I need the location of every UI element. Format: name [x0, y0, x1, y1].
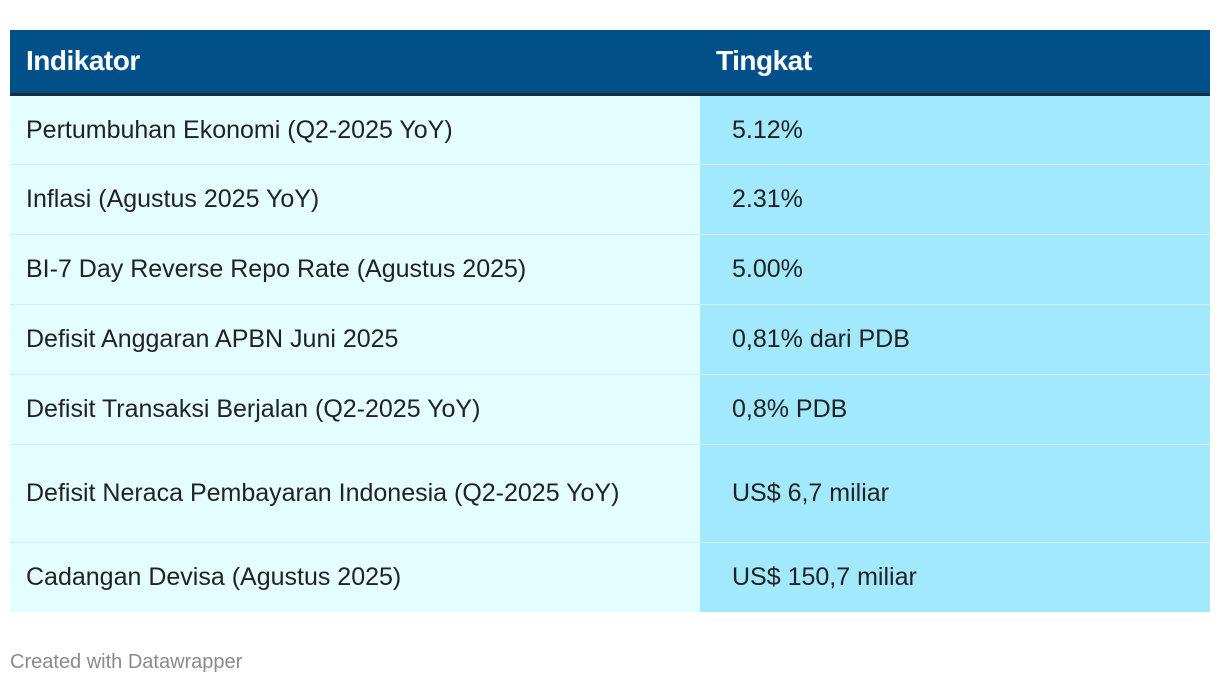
tingkat-cell: 0,81% dari PDB	[700, 304, 1210, 375]
data-table: Indikator Tingkat Pertumbuhan Ekonomi (Q…	[10, 30, 1210, 612]
table-row: BI-7 Day Reverse Repo Rate (Agustus 2025…	[10, 234, 1210, 305]
table-row: Defisit Anggaran APBN Juni 2025 0,81% da…	[10, 304, 1210, 375]
table-row: Pertumbuhan Ekonomi (Q2-2025 YoY) 5.12%	[10, 94, 1210, 165]
indikator-cell: Cadangan Devisa (Agustus 2025)	[10, 542, 700, 612]
tingkat-cell: US$ 150,7 miliar	[700, 542, 1210, 612]
datawrapper-credit: Created with Datawrapper	[10, 651, 243, 673]
column-header-indikator[interactable]: Indikator	[10, 30, 700, 96]
tingkat-cell: US$ 6,7 miliar	[700, 444, 1210, 543]
indikator-cell: Defisit Transaksi Berjalan (Q2-2025 YoY)	[10, 374, 700, 445]
indikator-cell: Pertumbuhan Ekonomi (Q2-2025 YoY)	[10, 94, 700, 165]
tingkat-cell: 5.12%	[700, 94, 1210, 165]
table-header-row: Indikator Tingkat	[10, 30, 1210, 96]
data-table-container: Indikator Tingkat Pertumbuhan Ekonomi (Q…	[10, 30, 1210, 612]
indikator-cell: BI-7 Day Reverse Repo Rate (Agustus 2025…	[10, 234, 700, 305]
tingkat-cell: 5.00%	[700, 234, 1210, 305]
table-row: Defisit Transaksi Berjalan (Q2-2025 YoY)…	[10, 374, 1210, 445]
tingkat-cell: 0,8% PDB	[700, 374, 1210, 445]
table-row: Inflasi (Agustus 2025 YoY) 2.31%	[10, 164, 1210, 235]
table-row: Cadangan Devisa (Agustus 2025) US$ 150,7…	[10, 542, 1210, 612]
indikator-cell: Inflasi (Agustus 2025 YoY)	[10, 164, 700, 235]
indikator-cell: Defisit Neraca Pembayaran Indonesia (Q2-…	[10, 444, 700, 543]
table-row: Defisit Neraca Pembayaran Indonesia (Q2-…	[10, 444, 1210, 543]
tingkat-cell: 2.31%	[700, 164, 1210, 235]
column-header-tingkat[interactable]: Tingkat	[700, 30, 1210, 96]
indikator-cell: Defisit Anggaran APBN Juni 2025	[10, 304, 700, 375]
